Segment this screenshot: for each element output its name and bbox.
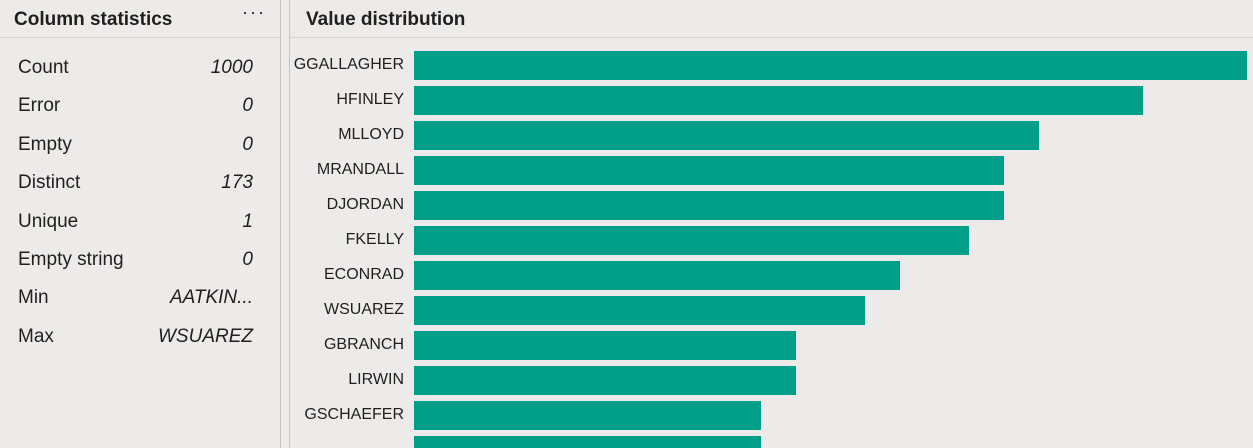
stat-row-min: Min AATKIN... bbox=[0, 279, 280, 317]
bar-label: MLLOYD bbox=[338, 126, 404, 143]
value-distribution-panel: Value distribution GGALLAGHER HFINLEY MLLO… bbox=[290, 0, 1253, 448]
bar-row[interactable]: HFINLEY bbox=[290, 86, 1253, 115]
bar[interactable] bbox=[414, 401, 762, 430]
stat-row-error: Error 0 bbox=[0, 87, 280, 125]
stat-value: 1 bbox=[242, 210, 253, 232]
bar[interactable] bbox=[414, 366, 796, 395]
bar-row[interactable]: LIRWIN bbox=[290, 366, 1253, 395]
value-distribution-title: Value distribution bbox=[306, 9, 466, 30]
bar-label: GSCHAEFER bbox=[304, 406, 404, 423]
bar-label: ECONRAD bbox=[323, 266, 404, 283]
bar-row[interactable]: WSUAREZ bbox=[290, 296, 1253, 325]
stat-row-unique: Unique 1 bbox=[0, 203, 280, 241]
bar-row[interactable]: DJORDAN bbox=[290, 191, 1253, 220]
stat-value: AATKIN... bbox=[169, 287, 253, 309]
bar-row[interactable] bbox=[290, 436, 1253, 448]
bar-label: LIRWIN bbox=[348, 371, 404, 388]
stat-value: 173 bbox=[221, 172, 253, 194]
bar[interactable] bbox=[414, 436, 762, 448]
stat-value: 0 bbox=[242, 133, 253, 155]
bar-label: FKELLY bbox=[345, 231, 404, 248]
column-statistics-header: Column statistics ··· bbox=[0, 0, 280, 38]
stat-value: 0 bbox=[242, 95, 253, 117]
bar[interactable] bbox=[414, 86, 1143, 115]
bar[interactable] bbox=[414, 191, 1005, 220]
bar[interactable] bbox=[414, 296, 866, 325]
value-distribution-chart: GGALLAGHER HFINLEY MLLOYD MRANDALL DJORDAN FK… bbox=[290, 50, 1253, 448]
bar-label: MRANDALL bbox=[316, 161, 404, 178]
stat-label: Count bbox=[18, 57, 69, 78]
stats-list: Count 1000 Error 0 Empty 0 Distinct 173 … bbox=[0, 49, 280, 356]
bar-row[interactable]: GGALLAGHER bbox=[290, 51, 1253, 80]
bar-label: HFINLEY bbox=[336, 91, 404, 108]
bar-label: DJORDAN bbox=[326, 196, 404, 213]
stat-label: Empty bbox=[18, 133, 72, 155]
stat-value: WSUAREZ bbox=[158, 325, 253, 347]
stat-label: Min bbox=[18, 287, 49, 309]
bar-row[interactable]: GSCHAEFER bbox=[290, 401, 1253, 430]
more-options-button[interactable]: ··· bbox=[242, 2, 266, 22]
bar-label: WSUAREZ bbox=[324, 301, 404, 318]
stat-row-count: Count 1000 bbox=[0, 49, 280, 87]
bar-row[interactable]: ECONRAD bbox=[290, 261, 1253, 290]
stat-row-distinct: Distinct 173 bbox=[0, 164, 280, 202]
stat-value: 0 bbox=[242, 248, 253, 270]
bar[interactable] bbox=[414, 121, 1039, 150]
stat-label: Max bbox=[18, 325, 54, 347]
bar[interactable] bbox=[414, 331, 796, 360]
column-statistics-title: Column statistics bbox=[14, 9, 173, 30]
bar-row[interactable]: FKELLY bbox=[290, 226, 1253, 255]
panel-splitter[interactable] bbox=[280, 0, 290, 448]
bar[interactable] bbox=[414, 226, 970, 255]
column-statistics-panel: Column statistics ··· Count 1000 Error 0… bbox=[0, 0, 280, 448]
bar-row[interactable]: GBRANCH bbox=[290, 331, 1253, 360]
bar[interactable] bbox=[414, 156, 1005, 185]
value-distribution-header: Value distribution bbox=[290, 0, 1253, 38]
stat-label: Empty string bbox=[18, 248, 124, 270]
stat-label: Unique bbox=[18, 210, 79, 232]
stat-row-max: Max WSUAREZ bbox=[0, 318, 280, 356]
bar-row[interactable]: MRANDALL bbox=[290, 156, 1253, 185]
bar[interactable] bbox=[414, 261, 900, 290]
bar-label: GBRANCH bbox=[323, 336, 404, 353]
bar[interactable] bbox=[414, 51, 1247, 80]
stat-label: Distinct bbox=[18, 172, 81, 194]
stat-row-empty-string: Empty string 0 bbox=[0, 241, 280, 279]
stat-label: Error bbox=[18, 95, 61, 117]
bar-row[interactable]: MLLOYD bbox=[290, 121, 1253, 150]
stat-row-empty: Empty 0 bbox=[0, 126, 280, 164]
stat-value: 1000 bbox=[210, 57, 253, 78]
bar-label: GGALLAGHER bbox=[293, 56, 404, 73]
